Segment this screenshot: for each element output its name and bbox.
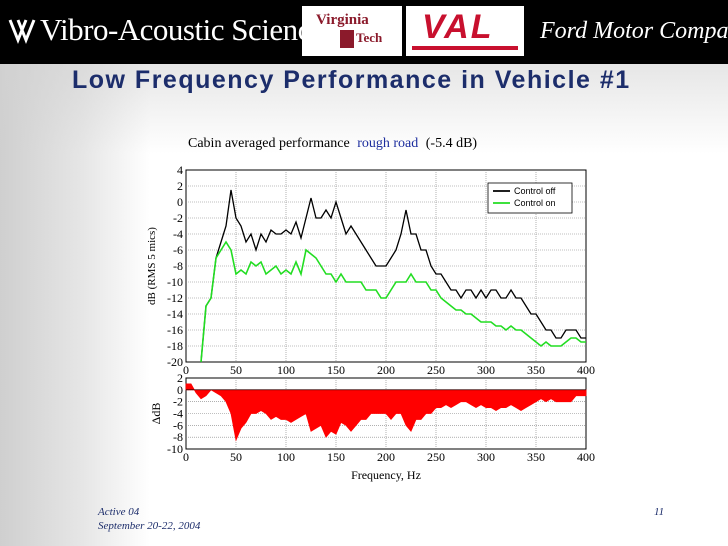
- bottom-chart-x-tick-label: 300: [477, 450, 495, 464]
- bottom-chart-y-tick-label: -8: [173, 430, 183, 444]
- bottom-chart: 0 50 100 150 200 250 300 350 40020-2-4-6-8-10ΔdB…: [149, 371, 595, 482]
- val-logo-underline: [412, 46, 518, 50]
- background-photo-fade: [0, 64, 728, 154]
- top-chart-y-tick-label: 4: [177, 163, 183, 177]
- top-chart-y-tick-label: -10: [167, 275, 183, 289]
- bottom-chart-x-tick-label: 100: [277, 450, 295, 464]
- chart-caption-suffix: (-5.4 dB): [426, 136, 478, 151]
- bottom-chart-x-tick-label: 400: [577, 450, 595, 464]
- top-chart-y-tick-label: 2: [177, 179, 183, 193]
- chart-caption-highlight: rough road: [357, 136, 418, 151]
- top-chart: 0 50 100 150 200 250 300 350 400 4 2 0 -2 -4 -6 -8 -10 -1…: [146, 163, 595, 377]
- bottom-chart-y-tick-label: 2: [177, 371, 183, 385]
- top-chart-y-tick-label: -6: [173, 243, 183, 257]
- legend-label: Control off: [514, 186, 556, 196]
- bottom-chart-x-tick-label: 0: [183, 450, 189, 464]
- top-chart-y-tick-label: -8: [173, 259, 183, 273]
- slide-title: Low Frequency Performance in Vehicle #1: [72, 66, 631, 94]
- legend-frame: [487, 182, 573, 214]
- top-chart-x-tick-label: 100: [277, 363, 295, 377]
- virginia-tech-seal-icon: [340, 30, 354, 48]
- bottom-chart-y-tick-label: -4: [173, 407, 183, 421]
- bottom-chart-y-tick-label: -10: [167, 442, 183, 456]
- top-chart-x-tick-label: 50: [230, 363, 242, 377]
- bottom-chart-y-tick-label: 0: [177, 383, 183, 397]
- top-chart-y-tick-label: -18: [167, 339, 183, 353]
- top-chart-x-tick-label: 150: [327, 363, 345, 377]
- legend-label: Control on: [514, 198, 556, 208]
- top-chart-x-tick-label: 250: [427, 363, 445, 377]
- top-chart-y-axis-label: dB (RMS 5 mics): [146, 227, 158, 305]
- bottom-chart-y-tick-label: -6: [173, 418, 183, 432]
- top-chart-y-tick-label: -16: [167, 323, 183, 337]
- footer-event: Active 04: [98, 506, 140, 518]
- difference-area: [185, 383, 587, 442]
- vas-logo-mark-icon: [8, 19, 36, 45]
- top-chart-x-tick-label: 350: [527, 363, 545, 377]
- page-number: 11: [654, 506, 665, 518]
- bottom-chart-y-tick-label: -2: [173, 395, 183, 409]
- chart-caption: Cabin averaged performance rough road (-…: [188, 136, 477, 151]
- bottom-chart-x-tick-label: 150: [327, 450, 345, 464]
- chart-caption-prefix: Cabin averaged performance: [188, 136, 350, 151]
- top-chart-x-tick-label: 300: [477, 363, 495, 377]
- top-chart-y-tick-label: -14: [167, 307, 183, 321]
- ford-logo: Ford Motor Company: [540, 18, 728, 44]
- bottom-chart-y-axis-label: ΔdB: [149, 403, 163, 425]
- series-line-control-on: [200, 240, 586, 363]
- footer-date: September 20-22, 2004: [98, 520, 201, 532]
- top-chart-y-tick-label: -2: [173, 211, 183, 225]
- val-logo: VAL: [422, 8, 494, 46]
- top-chart-x-tick-label: 400: [577, 363, 595, 377]
- virginia-tech-logo-line2: Tech: [356, 30, 383, 45]
- top-chart-y-tick-label: -12: [167, 291, 183, 305]
- bottom-chart-x-tick-label: 50: [230, 450, 242, 464]
- vas-logo: Vibro-Acoustic Sciences: [40, 12, 336, 47]
- bottom-chart-x-tick-label: 200: [377, 450, 395, 464]
- top-chart-y-tick-label: -4: [173, 227, 183, 241]
- virginia-tech-logo-line1: Virginia: [316, 12, 369, 28]
- series-line-control-off: [200, 189, 586, 363]
- top-chart-x-tick-label: 0: [183, 363, 189, 377]
- x-axis-label: Frequency, Hz: [351, 468, 421, 482]
- top-chart-y-tick-label: 0: [177, 195, 183, 209]
- bottom-chart-x-tick-label: 250: [427, 450, 445, 464]
- chart-legend: Control off Control on: [487, 182, 573, 214]
- bottom-chart-x-tick-label: 350: [527, 450, 545, 464]
- top-chart-y-tick-label: -20: [167, 355, 183, 369]
- top-chart-x-tick-label: 200: [377, 363, 395, 377]
